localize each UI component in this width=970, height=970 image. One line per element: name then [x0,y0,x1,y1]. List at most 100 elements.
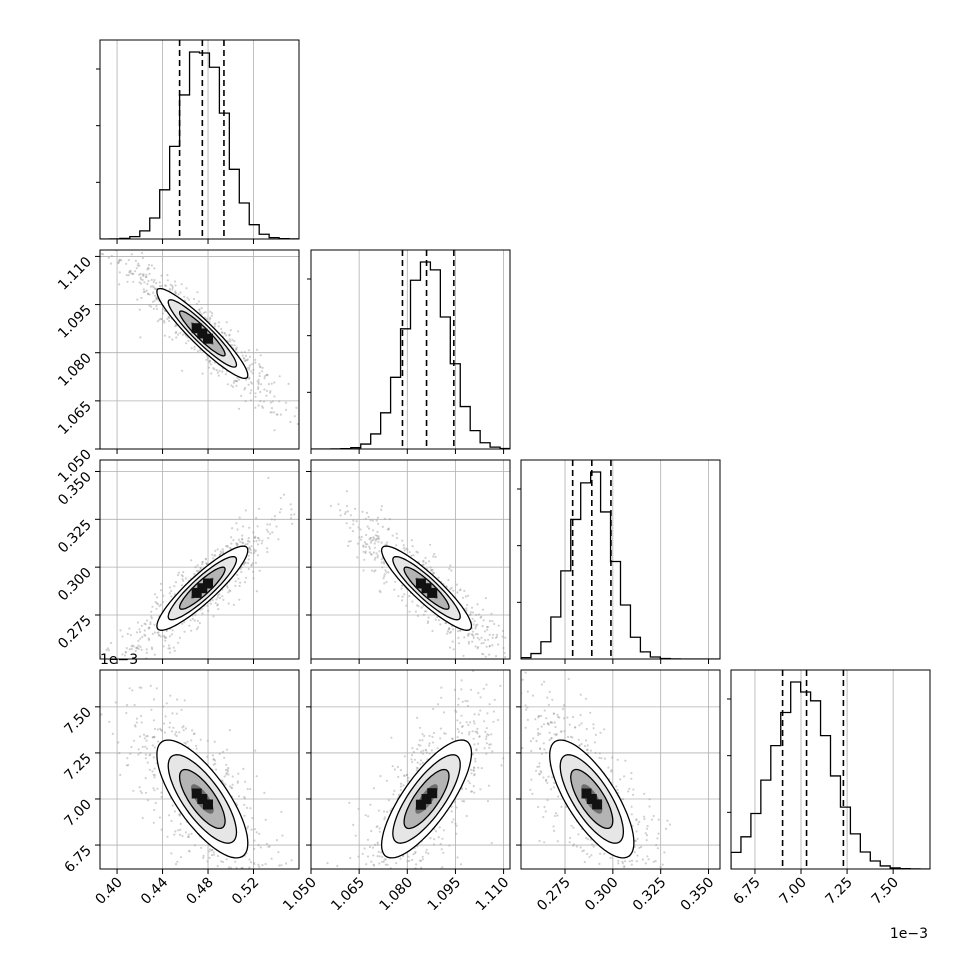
sample-point [260,370,264,373]
sample-point [600,757,603,760]
sample-point [636,837,639,840]
sample-point [118,259,121,262]
sample-point [403,549,406,552]
sample-point [628,860,631,863]
sample-point [368,538,371,541]
sample-point [265,871,267,873]
sample-point [173,810,176,813]
sample-point [140,624,143,627]
sample-point [472,769,475,772]
sample-point [555,733,558,737]
sample-point [641,858,644,861]
sample-point [244,543,247,546]
sample-point [170,852,173,855]
sample-point [140,296,143,299]
sample-point [217,321,221,324]
sample-point [160,795,163,799]
sample-point [172,646,175,649]
sample-point [524,704,527,707]
sample-point [416,767,419,770]
sample-point [164,284,167,287]
sample-point [630,813,633,816]
sample-point [321,900,323,902]
panel-content-1-0 [100,250,299,449]
sample-point [459,721,462,724]
sample-point [379,591,382,594]
sample-point [585,727,588,731]
sample-point [140,791,143,795]
sample-point [257,863,260,866]
sample-point [142,273,145,276]
panel-content-3-3 [731,670,930,869]
sample-point [439,727,442,730]
sample-point [155,282,158,285]
sample-point [243,797,246,800]
sample-point [638,846,641,849]
sample-point [373,537,376,540]
sample-point [135,267,138,270]
sample-point [144,753,147,756]
sample-point [422,749,425,752]
sample-point [433,553,436,556]
sample-point [362,544,365,547]
sample-point [456,856,459,859]
sample-point [249,861,253,864]
sample-point [249,392,252,395]
sample-point [145,648,148,651]
sample-point [461,800,464,803]
sample-point [183,630,186,633]
histogram-step [731,681,930,869]
sample-point [250,545,253,548]
sample-point [406,548,409,551]
sample-point [352,823,355,826]
sample-point [214,322,217,325]
sample-point [470,606,474,609]
y-tick-label-1-2: 1.080 [55,350,95,390]
sample-point [480,636,483,639]
sample-point [621,862,624,865]
sample-point [584,697,588,700]
sample-point [367,515,370,519]
sample-point [425,751,428,754]
sample-point [492,710,496,713]
sample-point [179,331,182,334]
sample-point [147,267,150,270]
sample-point [227,591,230,594]
sample-point [368,547,371,550]
sample-point [416,898,418,900]
sample-point [635,860,638,863]
sample-point [410,554,413,557]
sample-point [179,856,182,859]
sample-point [507,714,509,716]
panel-frame [310,459,511,660]
sample-point [152,787,155,790]
sample-point [586,748,589,751]
sample-point [629,921,631,923]
sample-point [321,874,323,876]
sample-point [173,593,176,596]
sample-point [456,591,459,594]
sample-point [191,729,194,732]
sample-point [363,847,366,850]
sample-point [216,596,219,599]
sample-point [181,726,184,729]
sample-point [467,640,470,643]
sample-point [130,645,133,648]
sample-point [204,311,207,314]
sample-point [378,550,381,553]
sample-point [469,613,472,616]
sample-point [268,845,271,848]
sample-point [245,904,247,906]
sample-point [451,640,454,643]
sample-point [420,859,423,862]
sample-point [366,877,368,879]
sample-point [245,576,248,579]
sample-point [411,545,414,548]
sample-point [257,844,260,847]
sample-point [427,620,430,623]
sample-point [376,825,379,828]
sample-point [547,722,550,725]
density-peak-cell [203,799,213,810]
sample-point [239,540,242,543]
sample-point [193,572,196,575]
